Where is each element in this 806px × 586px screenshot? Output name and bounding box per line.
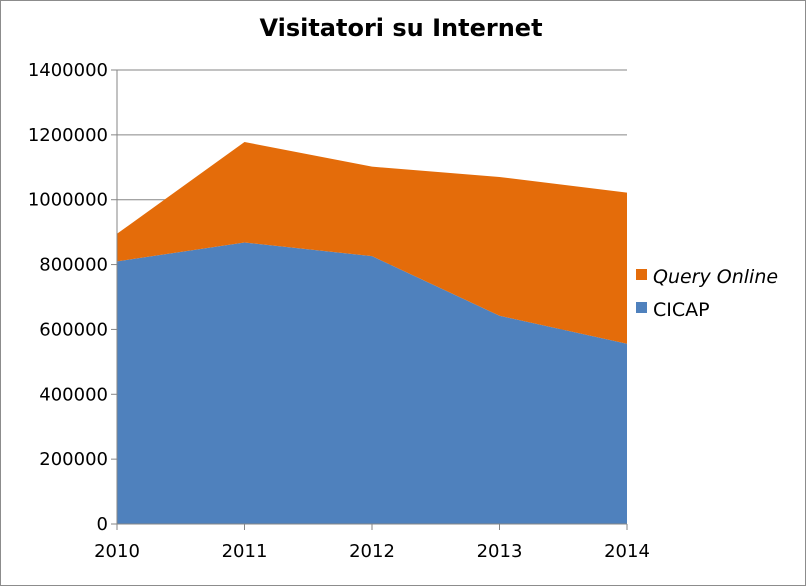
x-tick-label: 2014 (604, 541, 650, 562)
y-tick-label: 200000 (39, 449, 108, 470)
legend-swatch-cicap (636, 302, 647, 313)
y-tick-label: 1200000 (28, 125, 108, 146)
y-tick-label: 400000 (39, 384, 108, 405)
y-tick-label: 600000 (39, 319, 108, 340)
y-tick-label: 800000 (39, 255, 108, 276)
chart-title: Visitatori su Internet (259, 14, 542, 42)
x-tick-label: 2013 (477, 541, 523, 562)
y-tick-label: 1000000 (28, 190, 108, 211)
area-cicap (117, 242, 627, 524)
y-tick-label: 1400000 (28, 60, 108, 81)
y-tick-label: 0 (97, 514, 108, 535)
legend-label-query-online: Query Online (653, 266, 778, 288)
legend-label-cicap: CICAP (653, 299, 710, 321)
x-tick-label: 2012 (349, 541, 395, 562)
legend-swatch-query-online (636, 269, 647, 280)
x-tick-label: 2011 (222, 541, 268, 562)
x-tick-label: 2010 (94, 541, 140, 562)
area-query-online (117, 141, 627, 344)
